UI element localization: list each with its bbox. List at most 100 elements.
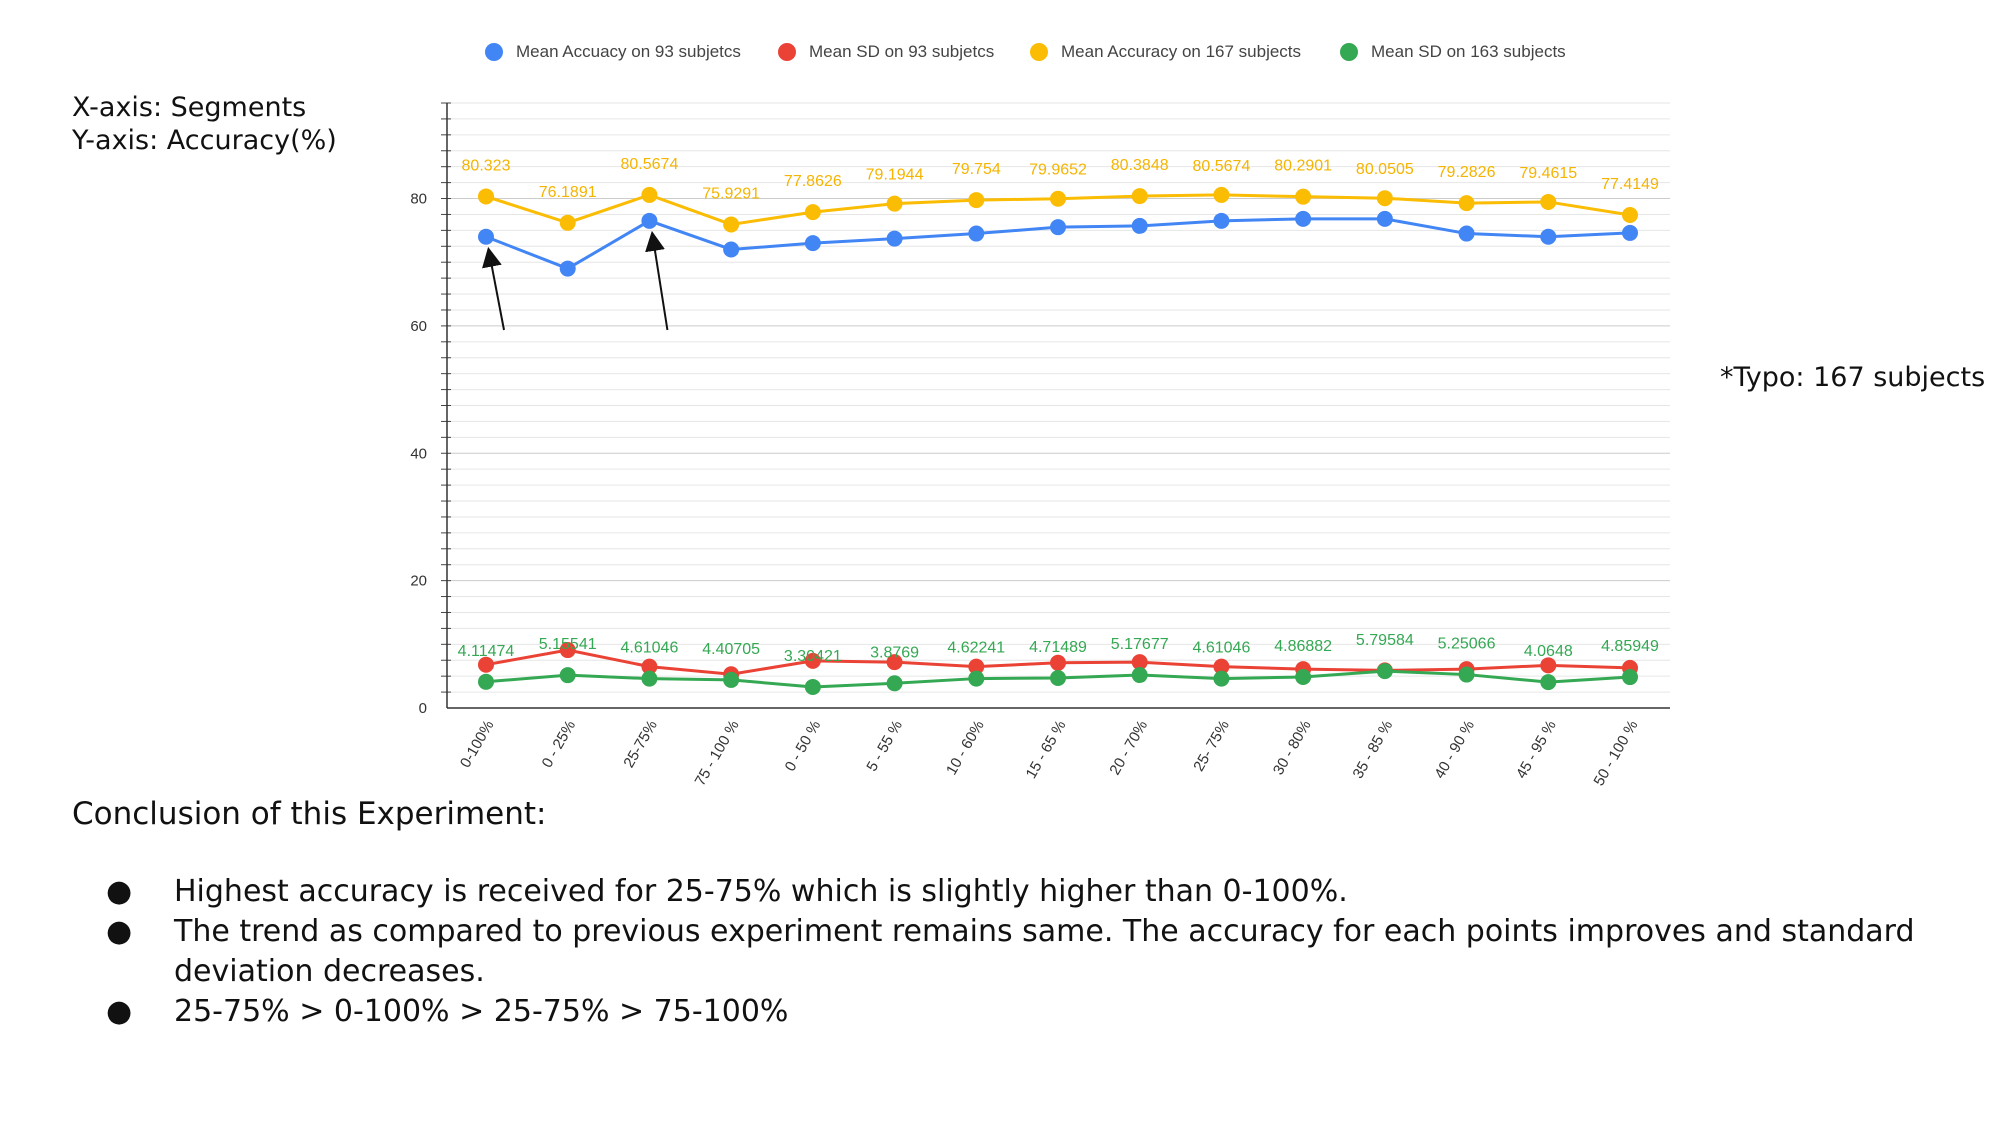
data-label: 80.5674 <box>621 156 679 173</box>
data-point <box>478 188 494 205</box>
data-point <box>1540 193 1557 210</box>
data-point <box>723 241 740 258</box>
data-point <box>968 192 985 209</box>
bullet-dot-icon: ● <box>106 874 133 909</box>
x-tick-label: 45 - 95 % <box>1513 718 1560 782</box>
data-label: 4.61046 <box>1193 640 1251 657</box>
data-label: 75.9291 <box>702 185 760 202</box>
data-point <box>559 214 576 231</box>
data-label: 80.2901 <box>1274 158 1332 175</box>
data-point <box>1131 667 1148 684</box>
data-point <box>478 228 494 245</box>
data-label: 79.9652 <box>1029 162 1087 179</box>
data-label: 4.40705 <box>702 641 760 658</box>
data-point <box>1458 195 1475 212</box>
data-point <box>1540 657 1557 674</box>
conclusion-bullet: ● The trend as compared to previous exper… <box>100 912 1980 992</box>
legend-swatch <box>778 43 796 61</box>
data-point <box>968 670 985 687</box>
x-tick-label: 20 - 70% <box>1106 718 1151 779</box>
x-tick-label: 5 - 55 % <box>863 718 906 775</box>
x-tick-label: 50 - 100 % <box>1590 718 1641 789</box>
y-tick-label: 20 <box>410 573 427 590</box>
data-point <box>968 225 985 242</box>
x-tick-label: 40 - 90 % <box>1431 718 1478 782</box>
data-point <box>804 678 821 695</box>
data-point <box>559 642 576 659</box>
y-tick-label: 60 <box>410 318 427 335</box>
legend-swatch <box>485 43 503 61</box>
bullet-text: Highest accuracy is received for 25-75% … <box>174 874 1348 909</box>
conclusion-title: Conclusion of this Experiment: <box>72 796 547 832</box>
data-label: 80.323 <box>462 157 511 174</box>
data-label: 5.79584 <box>1356 632 1414 649</box>
data-label: 77.4149 <box>1601 176 1659 193</box>
x-tick-label: 25- 75% <box>1190 718 1233 775</box>
annotation-arrow <box>645 230 669 331</box>
data-point <box>1376 190 1393 207</box>
legend-label: Mean Accuacy on 93 subjetcs <box>516 42 741 61</box>
data-point <box>1131 654 1148 671</box>
data-point <box>1050 654 1066 671</box>
data-point <box>1295 668 1312 685</box>
data-point <box>723 216 740 233</box>
data-point <box>1540 228 1557 245</box>
data-point <box>1376 663 1393 680</box>
legend-swatch <box>1340 43 1358 61</box>
bullet-dot-icon: ● <box>106 994 133 1029</box>
data-point <box>1458 225 1475 242</box>
data-point <box>886 230 903 247</box>
data-point <box>1131 188 1148 205</box>
x-tick-label: 75 - 100 % <box>692 718 743 789</box>
data-point <box>1540 674 1557 691</box>
data-label: 76.1891 <box>539 184 597 201</box>
y-tick-label: 80 <box>410 191 427 208</box>
data-point <box>1622 224 1638 241</box>
xaxis-note: X-axis: Segments <box>72 92 307 123</box>
data-point <box>1213 212 1230 229</box>
data-label: 4.61046 <box>621 640 679 657</box>
data-point <box>1213 670 1230 687</box>
data-point <box>1622 669 1638 686</box>
data-point <box>1050 669 1066 686</box>
data-label: 4.85949 <box>1601 638 1659 655</box>
bullet-dot-icon: ● <box>106 914 133 949</box>
legend-swatch <box>1030 43 1048 61</box>
data-point <box>478 673 494 690</box>
data-label: 79.1944 <box>866 167 924 184</box>
data-point <box>478 656 494 673</box>
data-point <box>1295 210 1312 227</box>
x-tick-label: 10 - 60% <box>943 717 988 778</box>
data-label: 80.3848 <box>1111 157 1169 174</box>
line-chart: 0 20 40 60 80 0-100% 0 - 25% 25-75% 75 - 100 % 0 … <box>410 42 1670 789</box>
data-label: 79.754 <box>952 161 1001 178</box>
y-tick-label: 0 <box>419 700 427 717</box>
data-point <box>641 186 658 203</box>
data-label: 3.8769 <box>870 644 919 661</box>
data-point <box>559 667 576 684</box>
data-label: 4.11474 <box>458 643 515 660</box>
data-point <box>1376 210 1393 227</box>
y-tick-label: 40 <box>410 445 427 462</box>
data-point <box>641 212 658 229</box>
x-tick-label: 0 - 50 % <box>782 718 825 775</box>
data-point <box>1050 219 1066 236</box>
data-label: 77.8626 <box>784 173 842 190</box>
typo-note: *Typo: 167 subjects <box>1720 362 1986 393</box>
x-tick-label: 15 - 65 % <box>1023 718 1070 782</box>
data-point <box>804 652 821 669</box>
data-point <box>723 671 740 688</box>
data-label: 4.86882 <box>1274 638 1332 655</box>
data-point <box>559 260 576 277</box>
data-point <box>804 204 821 221</box>
legend-label: Mean SD on 163 subjects <box>1371 42 1566 61</box>
conclusion-bullet: ● Highest accuracy is received for 25-75%… <box>100 872 1980 912</box>
data-label: 79.4615 <box>1519 165 1577 182</box>
data-point <box>1622 206 1638 223</box>
data-label: 80.0505 <box>1356 161 1414 178</box>
data-label: 5.25066 <box>1438 636 1496 653</box>
legend-label: Mean Accuracy on 167 subjects <box>1061 42 1301 61</box>
data-point <box>1213 186 1230 203</box>
annotation-arrow <box>482 246 505 331</box>
